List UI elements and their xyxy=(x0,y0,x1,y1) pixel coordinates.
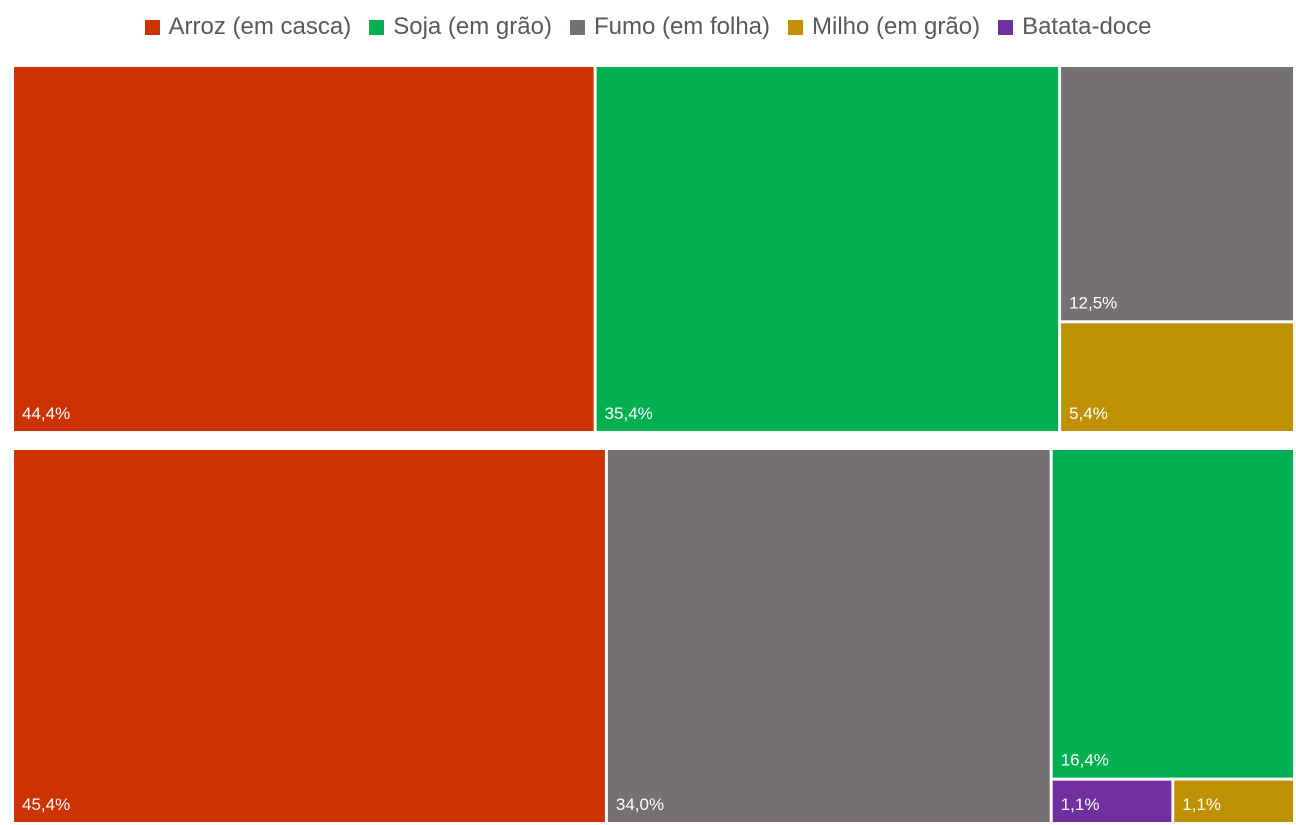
legend-entry: Fumo (em folha) xyxy=(569,13,771,41)
legend-swatch xyxy=(569,19,585,35)
treemap-tile xyxy=(1052,780,1172,822)
tile-value-label: 1,1% xyxy=(1182,795,1221,814)
treemap-tile xyxy=(607,450,1050,822)
tile-value-label: 35,4% xyxy=(605,404,653,423)
treemap-tile xyxy=(1061,67,1293,321)
treemap-tile xyxy=(14,67,594,431)
legend-label: Milho (em grão) xyxy=(812,13,981,40)
tile-value-label: 45,4% xyxy=(22,795,70,814)
legend-swatch xyxy=(998,19,1014,35)
treemap-tile xyxy=(1174,780,1293,822)
legend-label: Batata-doce xyxy=(1022,13,1152,40)
legend-entry: Milho (em grão) xyxy=(788,13,980,41)
treemap-tile xyxy=(14,450,605,822)
legend-entry: Batata-doce xyxy=(998,13,1151,41)
legend-swatch xyxy=(788,19,804,35)
tile-value-label: 12,5% xyxy=(1069,293,1117,312)
legend-swatch xyxy=(369,19,385,35)
legend-label: Arroz (em casca) xyxy=(168,13,352,40)
tile-value-label: 5,4% xyxy=(1069,404,1108,423)
legend-entry: Soja (em grão) xyxy=(369,13,552,41)
tile-value-label: 16,4% xyxy=(1061,751,1109,770)
tile-value-label: 34,0% xyxy=(616,795,664,814)
legend-label: Soja (em grão) xyxy=(393,13,552,40)
legend-entry: Arroz (em casca) xyxy=(144,13,352,41)
tile-value-label: 44,4% xyxy=(22,404,70,423)
legend: Arroz (em casca) Soja (em grão) Fumo (em f… xyxy=(0,10,1296,44)
treemap-tile xyxy=(596,67,1059,431)
tile-value-label: 1,1% xyxy=(1061,795,1100,814)
legend-label: Fumo (em folha) xyxy=(593,13,771,40)
treemap-tile xyxy=(1052,450,1293,778)
treemap-tile xyxy=(1061,323,1293,431)
legend-swatch xyxy=(144,19,160,35)
